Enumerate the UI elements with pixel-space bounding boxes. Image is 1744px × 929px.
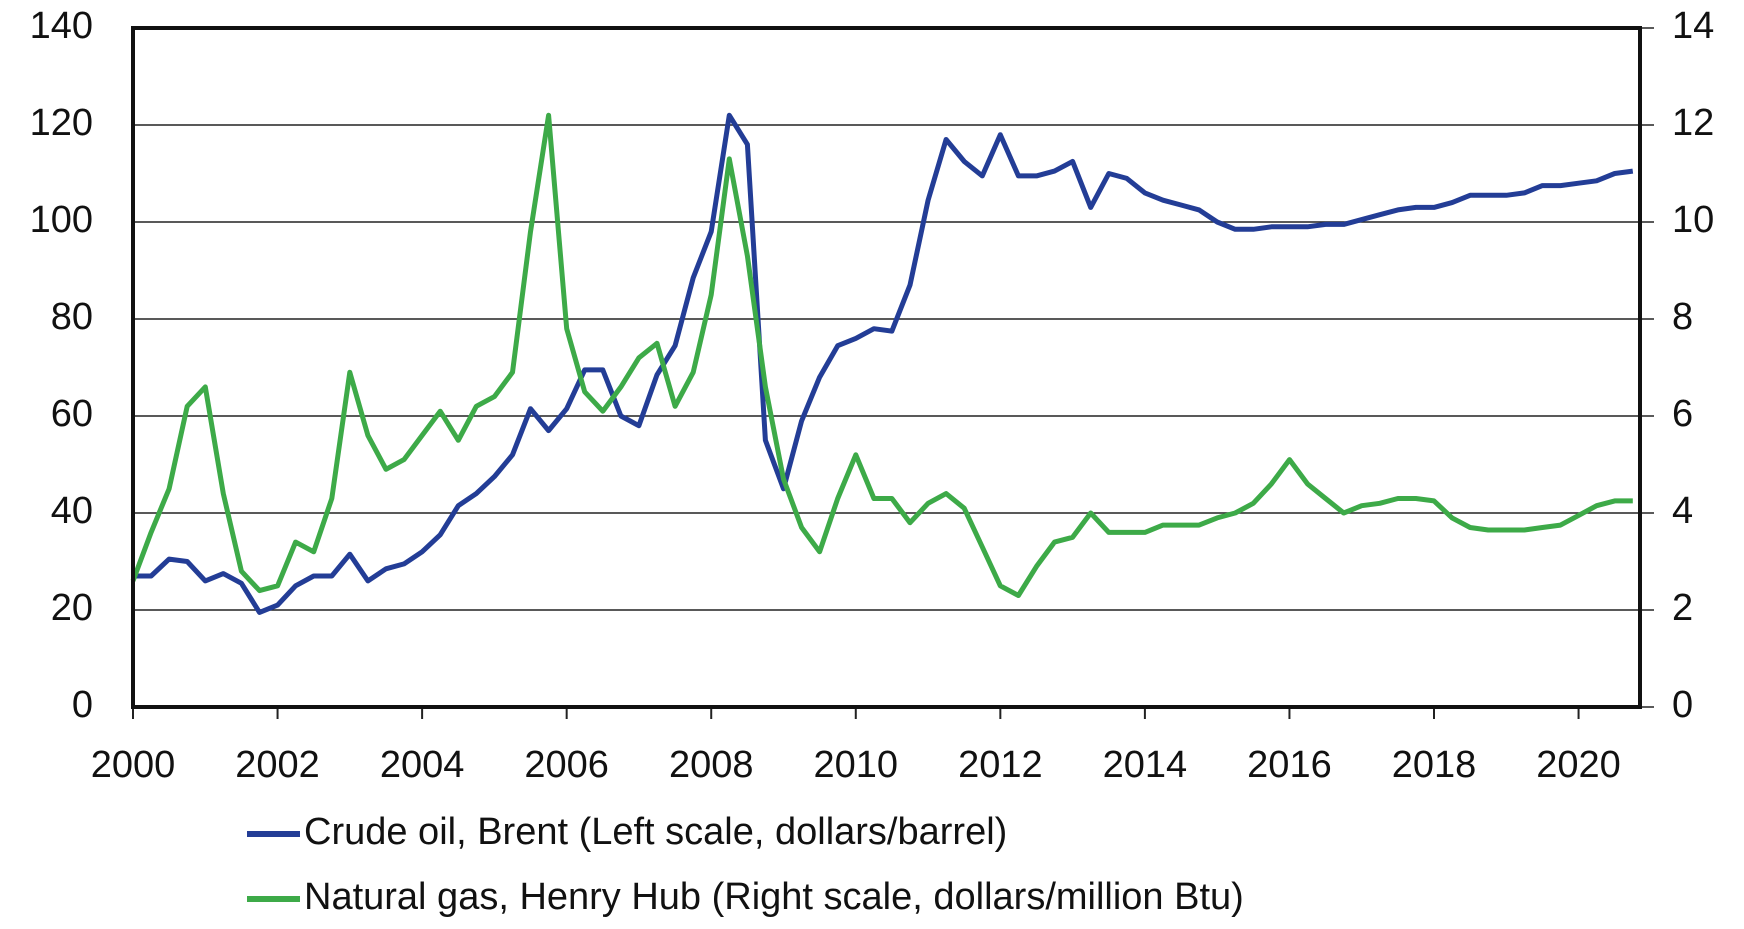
series-line xyxy=(130,112,1633,598)
y-tick-label: 60 xyxy=(51,393,93,435)
y-tick-label: 20 xyxy=(51,587,93,629)
plot-frame xyxy=(131,26,1642,709)
y-tick-label: 40 xyxy=(51,490,93,532)
y-tick-label: 80 xyxy=(51,296,93,338)
x-tick-label: 2006 xyxy=(524,744,609,786)
legend-label: Crude oil, Brent (Left scale, dollars/ba… xyxy=(304,811,1007,853)
x-tick-label: 2014 xyxy=(1103,744,1188,786)
x-tick-label: 2010 xyxy=(814,744,899,786)
y2-tick-label: 12 xyxy=(1672,102,1714,144)
x-tick-label: 2016 xyxy=(1247,744,1332,786)
y2-tick-label: 8 xyxy=(1672,296,1693,338)
y-tick-label: 100 xyxy=(30,199,93,241)
x-tick-label: 2004 xyxy=(380,744,465,786)
y2-tick-label: 4 xyxy=(1672,490,1693,532)
y-tick-label: 140 xyxy=(30,5,93,47)
y2-tick-label: 2 xyxy=(1672,587,1693,629)
y2-tick-label: 10 xyxy=(1672,199,1714,241)
x-tick-label: 2000 xyxy=(91,744,176,786)
x-tick-label: 2008 xyxy=(669,744,754,786)
y2-tick-label: 6 xyxy=(1672,393,1693,435)
y-tick-label: 120 xyxy=(30,102,93,144)
y2-tick-label: 14 xyxy=(1672,5,1714,47)
x-tick-label: 2002 xyxy=(235,744,320,786)
y2-tick-label: 0 xyxy=(1672,684,1693,726)
x-tick-label: 2020 xyxy=(1536,744,1621,786)
legend-label: Natural gas, Henry Hub (Right scale, dol… xyxy=(304,876,1244,918)
x-tick-label: 2018 xyxy=(1392,744,1477,786)
series-line xyxy=(133,112,1634,615)
y-tick-label: 0 xyxy=(72,684,93,726)
x-tick-label: 2012 xyxy=(958,744,1043,786)
